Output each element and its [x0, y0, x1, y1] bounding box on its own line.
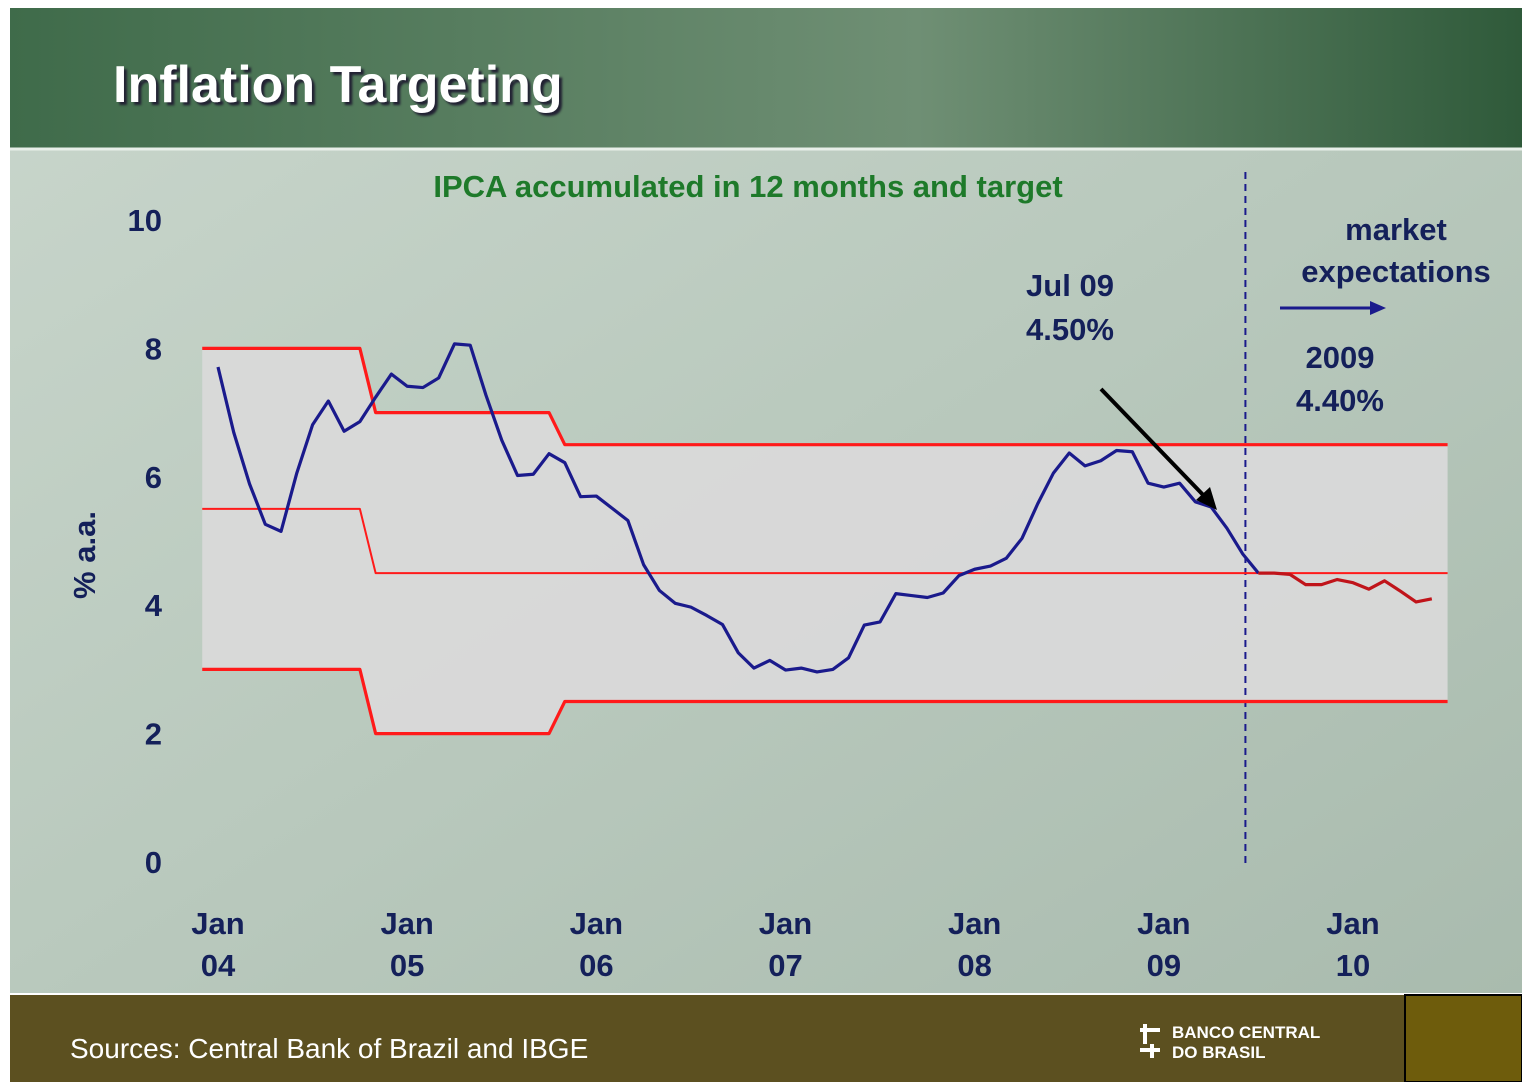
y-tick-label: 0: [145, 845, 162, 880]
annotation: Jul 09: [1026, 268, 1114, 303]
y-tick-label: 8: [145, 331, 162, 366]
y-tick-label: 10: [128, 203, 162, 238]
annotation: expectations: [1301, 254, 1491, 289]
logo-text: BANCO CENTRAL: [1172, 1023, 1320, 1042]
page: Inflation Targeting Sources: Central Ban…: [0, 0, 1522, 1087]
annotation: market: [1345, 212, 1447, 247]
slide-title: Inflation Targeting: [113, 56, 563, 114]
annotation: 2009: [1306, 340, 1375, 375]
chart-title: IPCA accumulated in 12 months and target: [433, 169, 1062, 204]
source-note: Sources: Central Bank of Brazil and IBGE: [70, 1033, 588, 1064]
y-axis-label: % a.a.: [67, 511, 102, 599]
annotation: 4.50%: [1026, 312, 1114, 347]
y-tick-label: 4: [145, 588, 163, 623]
footer-box: [1405, 995, 1522, 1082]
slide: Inflation Targeting Sources: Central Ban…: [0, 0, 1522, 1082]
annotation: 4.40%: [1296, 383, 1384, 418]
y-tick-label: 6: [145, 460, 162, 495]
y-tick-label: 2: [145, 717, 162, 752]
logo-text: DO BRASIL: [1172, 1043, 1266, 1062]
